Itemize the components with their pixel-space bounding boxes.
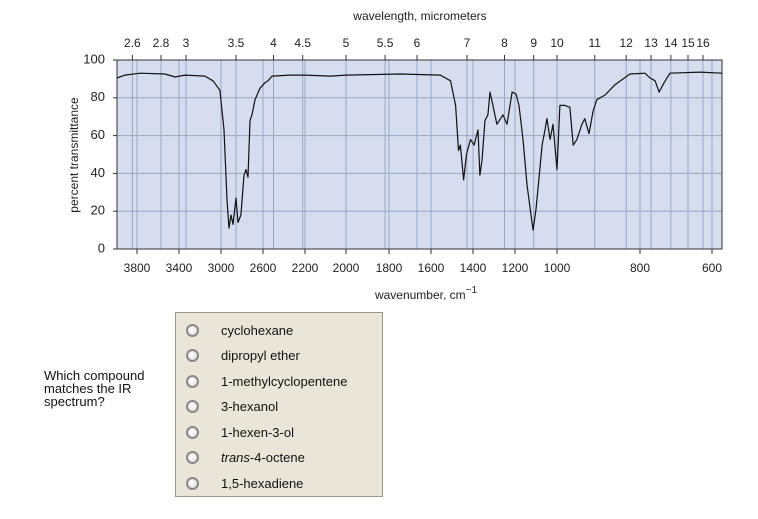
- option: cyclohexane: [186, 321, 293, 339]
- y-axis-title: percent transmittance: [67, 97, 81, 213]
- radio-button[interactable]: [186, 451, 199, 464]
- radio-button[interactable]: [186, 476, 199, 490]
- y-tick-label: 0: [98, 240, 105, 255]
- spectrum-line: [116, 71, 723, 231]
- option-label[interactable]: 1,5-hexadiene: [221, 475, 304, 491]
- x-tick-label: 800: [630, 261, 650, 275]
- x-axis-title-exponent: −1: [466, 285, 478, 296]
- x2-tick-label: 14: [664, 36, 678, 50]
- option-label[interactable]: trans: [221, 450, 250, 465]
- x2-tick-label: 3: [183, 36, 190, 50]
- option: trans -4-octene: [186, 449, 305, 467]
- option-label[interactable]: 1-methylcyclopentene: [221, 373, 348, 389]
- x-tick-label: 3400: [166, 261, 193, 275]
- x2-tick-label: 5: [343, 36, 350, 50]
- option: 1,5-hexadiene: [186, 474, 303, 492]
- x-tick-label: 2600: [250, 261, 277, 275]
- x2-tick-label: 8: [501, 36, 508, 50]
- option-label[interactable]: -4-octene: [249, 450, 305, 465]
- y-tick-label: 60: [91, 127, 105, 142]
- option: 1-hexen-3-ol: [186, 423, 294, 441]
- x-tick-label: 2200: [292, 261, 319, 275]
- option: 3-hexanol: [186, 398, 278, 416]
- y-tick-label: 40: [91, 165, 105, 180]
- x-axis-title-text: wavenumber, cm: [374, 288, 466, 300]
- x2-tick-label: 16: [696, 36, 710, 50]
- x2-tick-label: 5.5: [377, 36, 394, 50]
- x-tick-label: 1000: [544, 261, 571, 275]
- y-tick-label: 100: [83, 51, 105, 66]
- x2-tick-label: 2.8: [153, 36, 170, 50]
- x-axis-title: wavenumber, cm−1: [374, 285, 478, 300]
- x2-tick-label: 3.5: [228, 36, 245, 50]
- x2-tick-label: 9: [530, 36, 537, 50]
- plot-area: [116, 59, 723, 250]
- plot-frame: [116, 59, 723, 250]
- x2-tick-label: 15: [681, 36, 695, 50]
- y-tick-label: 80: [91, 89, 105, 104]
- x-tick-label: 1800: [376, 261, 403, 275]
- option: 1-methylcyclopentene: [186, 372, 347, 390]
- x2-tick-label: 4.5: [294, 36, 311, 50]
- option-label[interactable]: dipropyl ether: [221, 348, 300, 363]
- radio-button[interactable]: [186, 349, 199, 362]
- option-label[interactable]: 3-hexanol: [221, 399, 279, 414]
- x2-tick-label: 10: [550, 36, 564, 50]
- radio-button[interactable]: [186, 323, 199, 337]
- x2-tick-label: 6: [414, 36, 421, 50]
- x2-tick-label: 12: [619, 36, 633, 50]
- x2-tick-label: 2.6: [124, 36, 141, 50]
- radio-button[interactable]: [186, 425, 199, 439]
- option-label[interactable]: 1-hexen-3-ol: [221, 424, 294, 440]
- x2-tick-label: 7: [464, 36, 471, 50]
- question: Which compound matches the IR spectrum?: [44, 368, 145, 409]
- radio-button[interactable]: [186, 374, 199, 388]
- x2-tick-label: 11: [588, 36, 601, 50]
- x-tick-label: 3000: [208, 261, 235, 275]
- x2-axis-title: wavelength, micrometers: [352, 9, 486, 23]
- x-tick-label: 1200: [502, 261, 529, 275]
- options-box: cyclohexane dipropyl ether 1-methylcyclope…: [175, 312, 383, 497]
- option-label[interactable]: cyclohexane: [221, 322, 294, 338]
- x-tick-label: 2000: [333, 261, 360, 275]
- x-tick-label: 1600: [418, 261, 445, 275]
- y-tick-label: 20: [91, 203, 105, 218]
- x2-tick-label: 13: [644, 36, 658, 50]
- x-tick-label: 1400: [460, 261, 487, 275]
- x2-tick-label: 4: [270, 36, 277, 50]
- radio-button[interactable]: [186, 400, 199, 413]
- ir-chart: wavelength, micrometers wavenumber, cm−1…: [67, 9, 723, 300]
- x-tick-label: 600: [702, 261, 722, 275]
- option: dipropyl ether: [186, 347, 300, 365]
- x-tick-label: 3800: [124, 261, 151, 275]
